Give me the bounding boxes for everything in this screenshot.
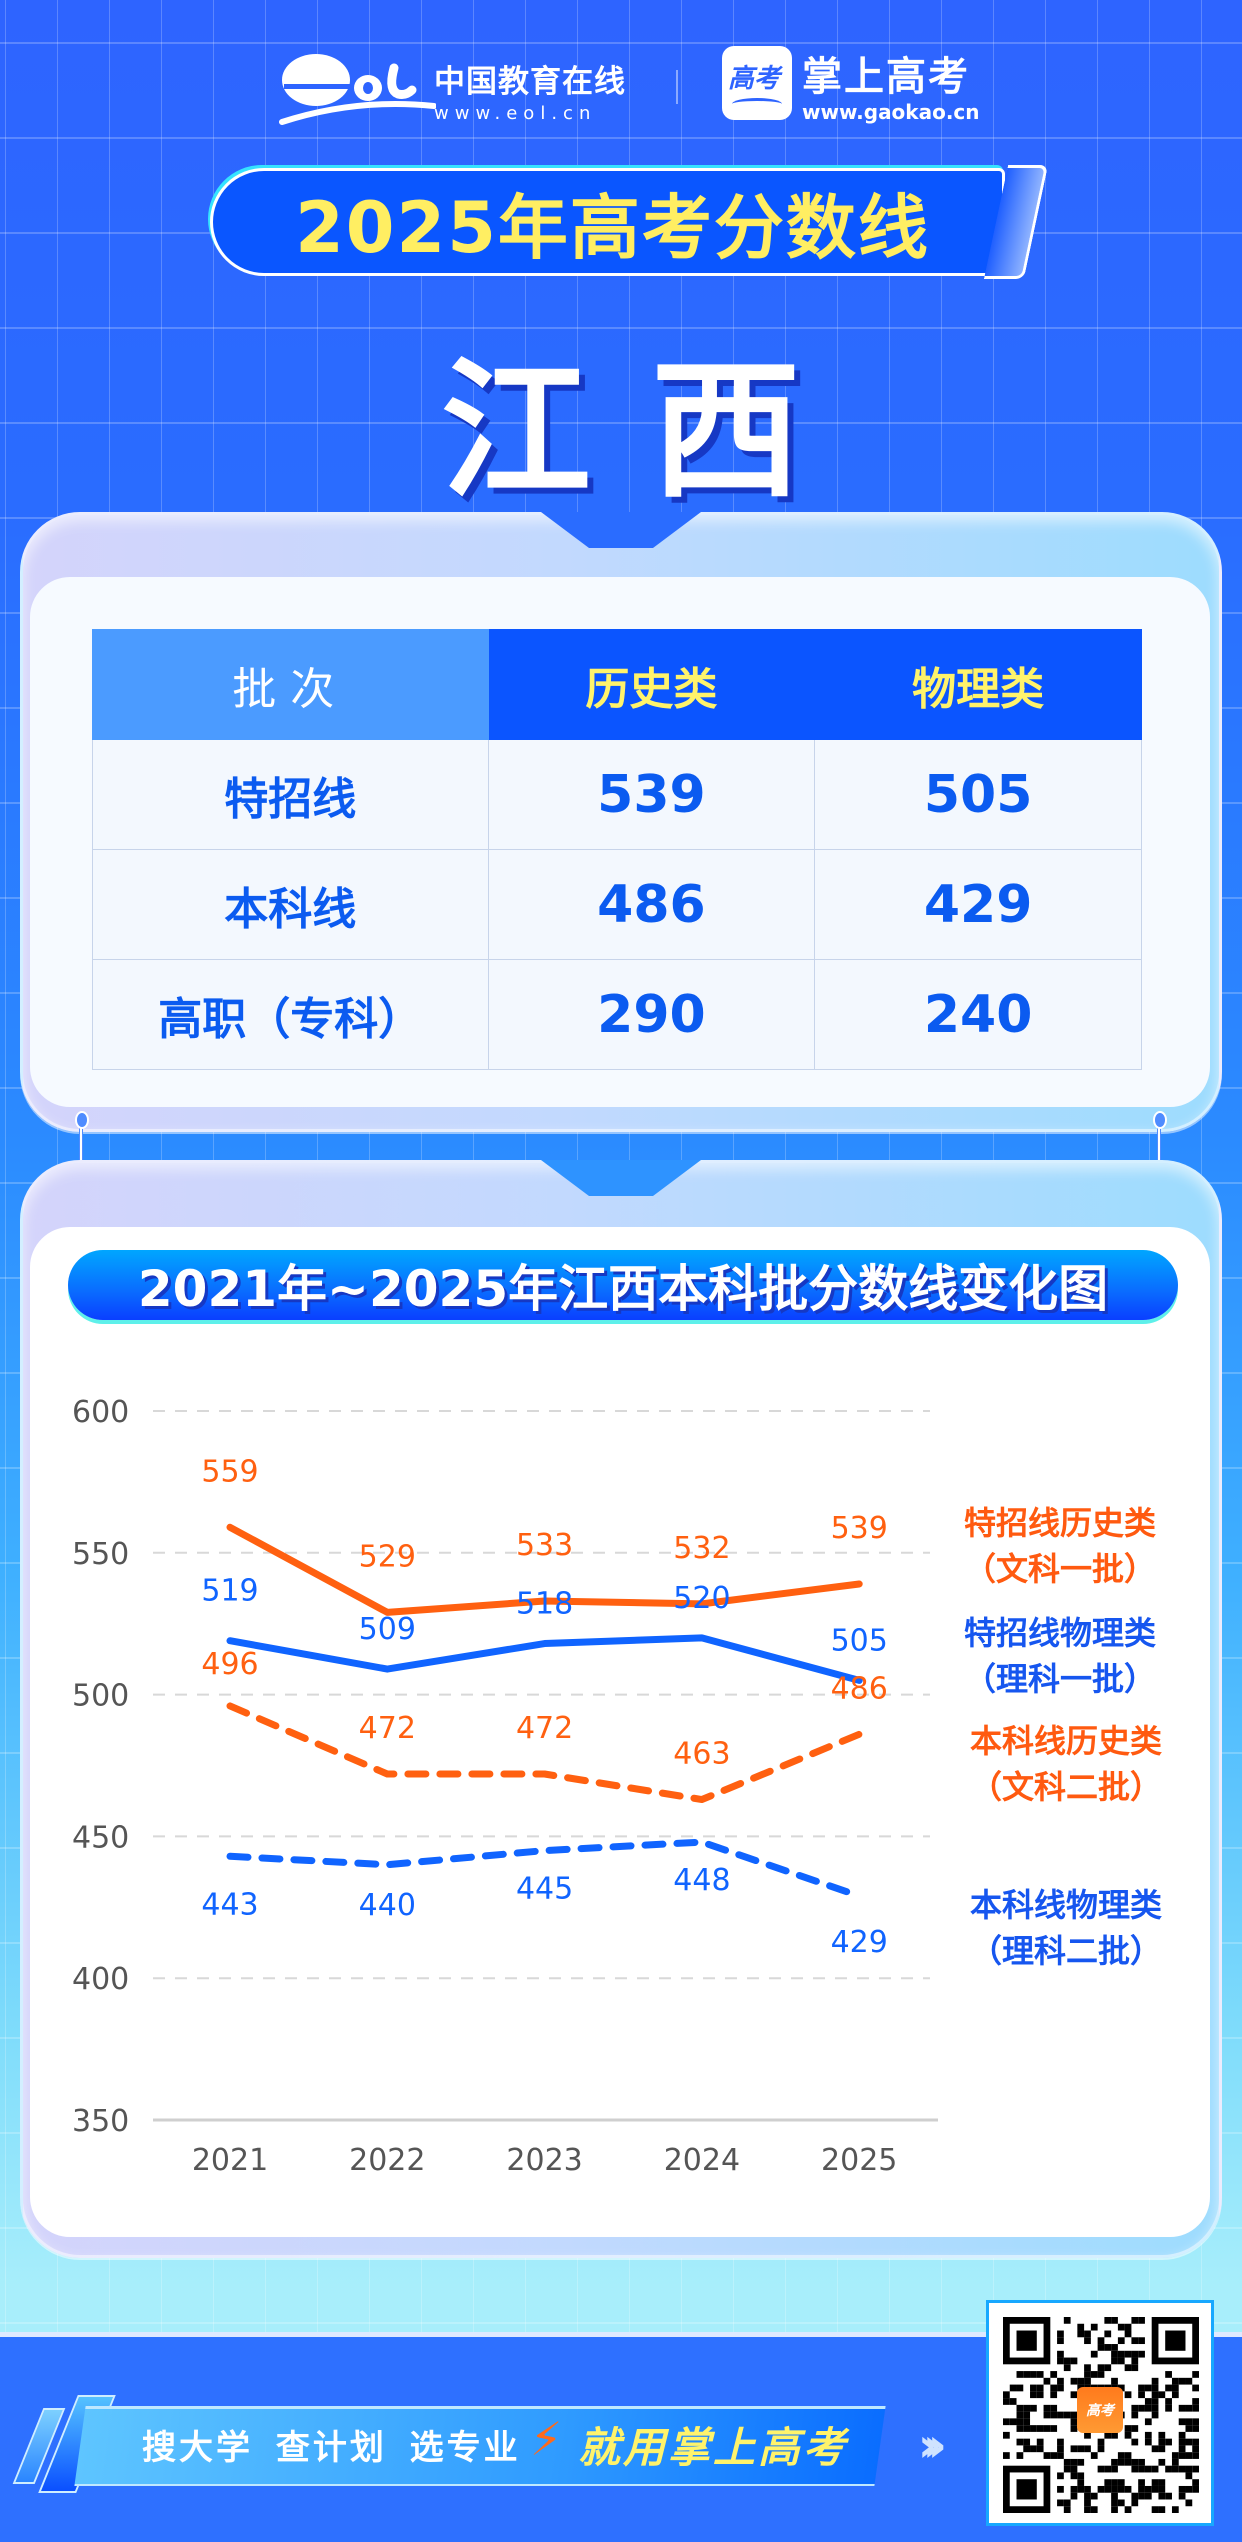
row-label: 高职（专科）	[92, 959, 489, 1070]
legend-label: 特招线物理类	[963, 1614, 1156, 1652]
history-score: 290	[487, 959, 816, 1070]
legend-sublabel: （理科二批）	[969, 1932, 1162, 1970]
double-chevron-icon: ›››	[918, 2418, 947, 2472]
header-history: 历史类	[487, 629, 816, 740]
table-row: 特招线 539 505	[92, 739, 1142, 850]
qr-code[interactable]: 高考	[986, 2300, 1214, 2526]
legend-item: 本科线物理类 （理科二批）	[940, 1882, 1192, 1974]
row-label: 本科线	[92, 849, 489, 960]
table-row: 本科线 486 429	[92, 849, 1142, 960]
slogan-text: 搜大学 查计划 选专业	[142, 2428, 521, 2468]
gaokao-app-icon: 高考	[722, 46, 792, 120]
legend-label: 本科线历史类	[969, 1722, 1162, 1760]
gaokao-url: www.gaokao.cn	[802, 100, 980, 124]
physics-score: 429	[814, 849, 1142, 960]
table-header-row: 批次 历史类 物理类	[92, 629, 1142, 740]
logo-divider	[676, 70, 678, 104]
header-physics: 物理类	[814, 629, 1142, 740]
header-batch: 批次	[92, 629, 489, 740]
legend-sublabel: （文科二批）	[969, 1768, 1162, 1806]
province-name: 江西	[440, 345, 861, 519]
legend-item: 特招线物理类 （理科一批）	[934, 1610, 1186, 1702]
physics-score: 505	[814, 739, 1142, 850]
legend-item: 本科线历史类 （文科二批）	[940, 1718, 1192, 1810]
lightning-icon: ⚡	[530, 2412, 563, 2466]
history-score: 486	[487, 849, 816, 960]
cta-text: 就用掌上高考	[578, 2423, 849, 2472]
gaokao-name: 掌上高考	[802, 54, 970, 100]
legend-sublabel: （文科一批）	[963, 1550, 1156, 1588]
title-banner: 2025年高考分数线	[210, 165, 1049, 279]
logo-row: 中国教育在线 www.eol.cn 高考 掌上高考 www.gaokao.cn	[0, 42, 1242, 126]
qr-code-pattern-icon	[1003, 2317, 1199, 2513]
eol-brand: 中国教育在线 www.eol.cn	[434, 56, 626, 124]
page-title: 2025年高考分数线	[295, 186, 930, 269]
physics-score: 240	[814, 959, 1142, 1070]
eol-name: 中国教育在线	[434, 64, 626, 100]
banner-curl	[983, 165, 1049, 279]
score-table: 批次 历史类 物理类 特招线 539 505 本科线 486 429 高职（专科…	[92, 629, 1142, 1070]
table-row: 高职（专科） 290 240	[92, 959, 1142, 1070]
legend-sublabel: （理科一批）	[963, 1660, 1156, 1698]
qr-center-logo: 高考	[1077, 2387, 1123, 2433]
gaokao-brand: 掌上高考 www.gaokao.cn	[802, 44, 980, 124]
row-label: 特招线	[92, 739, 489, 850]
history-score: 539	[487, 739, 816, 850]
chart-frame	[20, 1160, 1222, 2258]
eol-url: www.eol.cn	[434, 103, 597, 124]
eol-logo-icon	[279, 54, 436, 125]
legend-label: 本科线物理类	[969, 1886, 1162, 1924]
legend-item: 特招线历史类 （文科一批）	[934, 1500, 1186, 1592]
chart-title: 2021年~2025年江西本科批分数线变化图	[68, 1250, 1178, 1320]
legend-label: 特招线历史类	[963, 1504, 1156, 1542]
